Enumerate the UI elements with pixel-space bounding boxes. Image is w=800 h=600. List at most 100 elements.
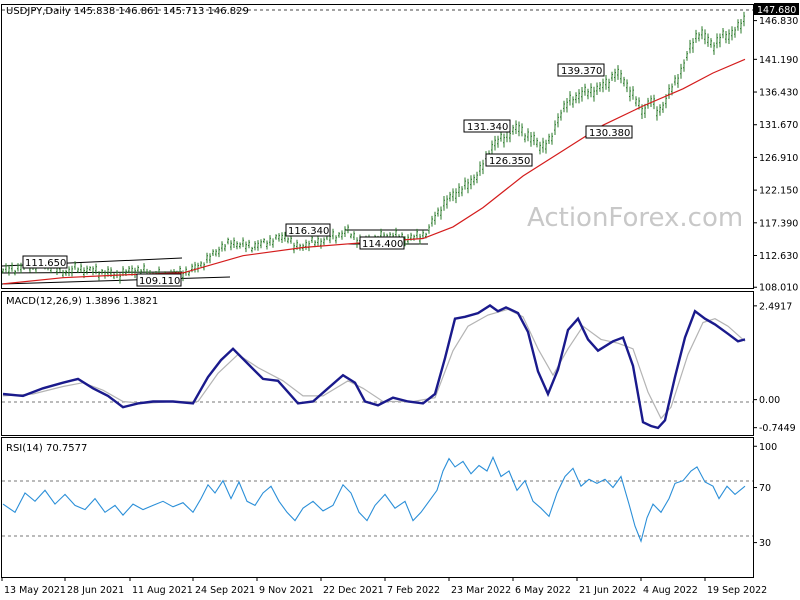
annotation-109110: 109.110 <box>136 273 182 287</box>
price-bar <box>218 246 220 258</box>
price-bar <box>548 133 550 144</box>
price-bar <box>311 235 313 243</box>
price-bar <box>92 266 94 276</box>
price-bar <box>569 91 571 106</box>
current-price-label: 147.680 <box>754 3 799 16</box>
svg-text:139.370: 139.370 <box>561 66 602 77</box>
y-tick-label: 108.010 <box>759 283 798 294</box>
price-bar <box>416 228 418 239</box>
price-bar <box>686 51 688 61</box>
price-bar <box>620 69 622 84</box>
price-bar <box>347 224 349 234</box>
price-bar <box>551 132 553 145</box>
price-bar <box>713 42 715 55</box>
price-bar <box>635 96 637 107</box>
price-bar <box>251 246 253 253</box>
price-bar <box>725 31 727 44</box>
price-bar <box>77 267 79 274</box>
price-bar <box>200 261 202 268</box>
svg-text:130.380: 130.380 <box>589 128 630 139</box>
price-bar <box>692 38 694 53</box>
price-bar <box>560 109 562 121</box>
price-bar <box>539 141 541 155</box>
price-bar <box>434 211 436 225</box>
y-tick-label: 2.4917 <box>759 301 792 312</box>
price-bar <box>320 238 322 249</box>
price-bar <box>413 234 415 241</box>
price-bar <box>716 33 718 49</box>
price-bar <box>626 79 628 93</box>
price-bar <box>623 76 625 87</box>
price-bar <box>644 103 646 118</box>
price-bar <box>290 235 292 244</box>
price-bar <box>593 86 595 102</box>
price-bar <box>20 262 22 274</box>
y-tick-label: 146.830 <box>759 16 798 27</box>
x-tick-label: 21 Jun 2022 <box>579 585 636 596</box>
price-bar <box>455 188 457 204</box>
price-bar <box>185 266 187 276</box>
x-tick-label: 4 Aug 2022 <box>643 585 698 596</box>
price-bar <box>614 68 616 82</box>
svg-text:131.340: 131.340 <box>467 122 508 133</box>
price-bar <box>545 139 547 154</box>
price-bar <box>632 86 634 100</box>
price-bar <box>62 269 64 278</box>
x-tick-label: 28 Jun 2021 <box>67 585 124 596</box>
price-bar <box>536 137 538 148</box>
price-bar <box>443 196 445 211</box>
price-bar <box>275 234 277 240</box>
price-bar <box>245 241 247 253</box>
price-bar <box>500 131 502 142</box>
price-bar <box>533 131 535 146</box>
price-bar <box>689 39 691 54</box>
x-tick-label: 11 Aug 2021 <box>132 585 193 596</box>
y-tick-label: 100 <box>759 442 777 453</box>
price-bar <box>599 82 601 92</box>
price-bar <box>662 101 664 113</box>
price-bar <box>524 133 526 143</box>
price-bar <box>452 188 454 202</box>
x-tick-label: 9 Nov 2021 <box>259 585 314 596</box>
price-bar <box>497 135 499 148</box>
price-bar <box>737 19 739 31</box>
price-bar <box>260 239 262 249</box>
annotation-131340: 131.340 <box>463 119 511 133</box>
price-bar <box>572 96 574 108</box>
price-bar <box>581 87 583 102</box>
price-bar <box>356 237 358 248</box>
price-bar <box>107 266 109 277</box>
price-bar <box>338 232 340 238</box>
price-bar <box>428 224 430 234</box>
annotation-114400: 114.400 <box>359 236 405 250</box>
macd-y-axis: 2.4917 0.00 -0.7449 <box>753 301 796 434</box>
price-bar <box>131 265 133 276</box>
price-bar <box>707 33 709 47</box>
price-bar <box>704 29 706 45</box>
price-bar <box>656 106 658 121</box>
price-bar <box>521 123 523 137</box>
price-bar <box>494 135 496 151</box>
price-bar <box>722 28 724 39</box>
price-bar <box>5 263 7 273</box>
price-bar <box>266 240 268 250</box>
price-bar <box>479 161 481 176</box>
price-bar <box>8 264 10 276</box>
price-bar <box>317 235 319 246</box>
price-bar <box>461 186 463 197</box>
price-bar <box>431 215 433 227</box>
price-bar <box>248 239 250 249</box>
price-bar <box>518 121 520 137</box>
price-bar <box>227 237 229 245</box>
price-bar <box>701 26 703 40</box>
y-tick-label: 126.910 <box>759 153 798 164</box>
x-axis: 13 May 2021 28 Jun 2021 11 Aug 2021 24 Sep … <box>1 577 767 596</box>
price-bar <box>449 191 451 202</box>
price-bar <box>113 272 115 280</box>
price-bar <box>299 243 301 251</box>
price-bar <box>74 261 76 270</box>
price-bar <box>287 237 289 244</box>
price-bar <box>470 175 472 190</box>
svg-text:111.650: 111.650 <box>25 258 66 269</box>
price-bar <box>101 269 103 275</box>
